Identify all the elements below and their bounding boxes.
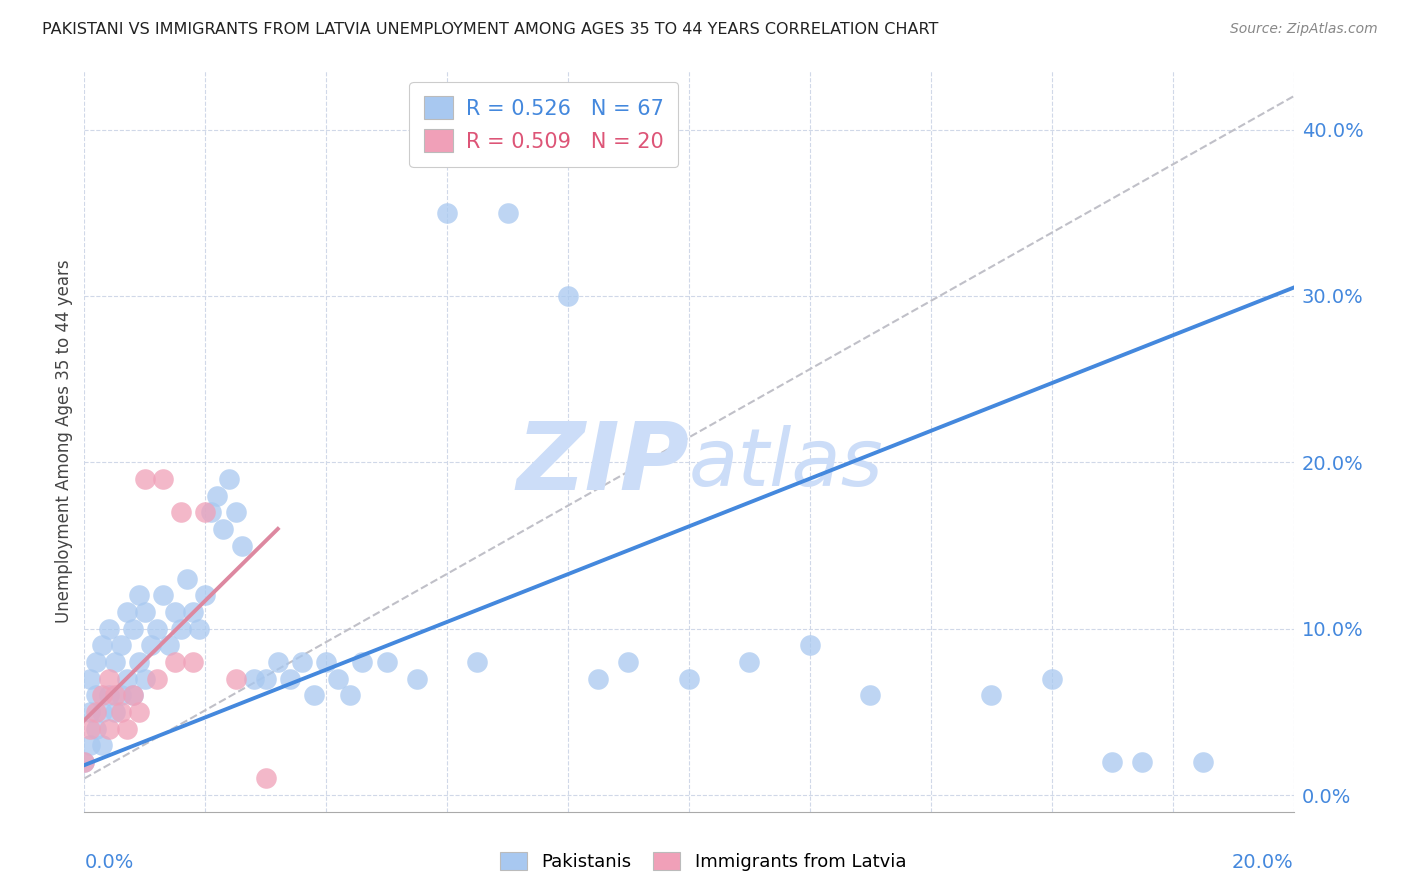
Point — [97, 722, 120, 736]
Point — [146, 672, 169, 686]
Point — [176, 572, 198, 586]
Point — [110, 705, 132, 719]
Text: ZIP: ZIP — [516, 417, 689, 509]
Point — [121, 622, 143, 636]
Point — [200, 505, 222, 519]
Point — [91, 705, 114, 719]
Point — [165, 605, 187, 619]
Point — [617, 655, 640, 669]
Point — [134, 672, 156, 686]
Point — [152, 589, 174, 603]
Point — [165, 655, 187, 669]
Point — [1192, 755, 1215, 769]
Point — [328, 672, 350, 686]
Point — [128, 655, 150, 669]
Point — [254, 772, 277, 786]
Point — [139, 638, 162, 652]
Point — [194, 505, 217, 519]
Text: 0.0%: 0.0% — [84, 854, 134, 872]
Point — [115, 605, 138, 619]
Point — [436, 206, 458, 220]
Legend: R = 0.526   N = 67, R = 0.509   N = 20: R = 0.526 N = 67, R = 0.509 N = 20 — [409, 82, 678, 167]
Point — [104, 655, 127, 669]
Point — [799, 638, 821, 652]
Point — [170, 505, 193, 519]
Point — [339, 688, 361, 702]
Point — [231, 539, 253, 553]
Point — [212, 522, 235, 536]
Point — [91, 638, 114, 652]
Point — [97, 672, 120, 686]
Point — [86, 655, 108, 669]
Point — [73, 755, 96, 769]
Point — [406, 672, 429, 686]
Point — [315, 655, 337, 669]
Point — [254, 672, 277, 686]
Point — [242, 672, 264, 686]
Legend: Pakistanis, Immigrants from Latvia: Pakistanis, Immigrants from Latvia — [492, 845, 914, 879]
Point — [79, 705, 101, 719]
Point — [278, 672, 301, 686]
Point — [678, 672, 700, 686]
Point — [110, 638, 132, 652]
Point — [86, 722, 108, 736]
Point — [115, 672, 138, 686]
Point — [302, 688, 325, 702]
Point — [738, 655, 761, 669]
Point — [207, 489, 229, 503]
Point — [181, 655, 204, 669]
Point — [115, 722, 138, 736]
Point — [110, 688, 132, 702]
Point — [157, 638, 180, 652]
Point — [267, 655, 290, 669]
Point — [218, 472, 240, 486]
Point — [1101, 755, 1123, 769]
Point — [170, 622, 193, 636]
Point — [1040, 672, 1063, 686]
Point — [375, 655, 398, 669]
Point — [225, 672, 247, 686]
Point — [128, 589, 150, 603]
Point — [1130, 755, 1153, 769]
Point — [97, 622, 120, 636]
Point — [86, 705, 108, 719]
Point — [291, 655, 314, 669]
Point — [352, 655, 374, 669]
Point — [194, 589, 217, 603]
Point — [588, 672, 610, 686]
Point — [79, 672, 101, 686]
Point — [128, 705, 150, 719]
Point — [225, 505, 247, 519]
Text: atlas: atlas — [689, 425, 884, 503]
Point — [97, 688, 120, 702]
Point — [121, 688, 143, 702]
Point — [73, 755, 96, 769]
Point — [557, 289, 579, 303]
Point — [121, 688, 143, 702]
Point — [146, 622, 169, 636]
Point — [188, 622, 211, 636]
Point — [104, 688, 127, 702]
Point — [980, 688, 1002, 702]
Y-axis label: Unemployment Among Ages 35 to 44 years: Unemployment Among Ages 35 to 44 years — [55, 260, 73, 624]
Point — [79, 722, 101, 736]
Point — [104, 705, 127, 719]
Point — [152, 472, 174, 486]
Point — [91, 738, 114, 752]
Text: PAKISTANI VS IMMIGRANTS FROM LATVIA UNEMPLOYMENT AMONG AGES 35 TO 44 YEARS CORRE: PAKISTANI VS IMMIGRANTS FROM LATVIA UNEM… — [42, 22, 939, 37]
Point — [86, 688, 108, 702]
Point — [134, 605, 156, 619]
Point — [79, 738, 101, 752]
Text: 20.0%: 20.0% — [1232, 854, 1294, 872]
Point — [181, 605, 204, 619]
Point — [467, 655, 489, 669]
Point — [134, 472, 156, 486]
Point — [859, 688, 882, 702]
Point — [496, 206, 519, 220]
Point — [91, 688, 114, 702]
Text: Source: ZipAtlas.com: Source: ZipAtlas.com — [1230, 22, 1378, 37]
